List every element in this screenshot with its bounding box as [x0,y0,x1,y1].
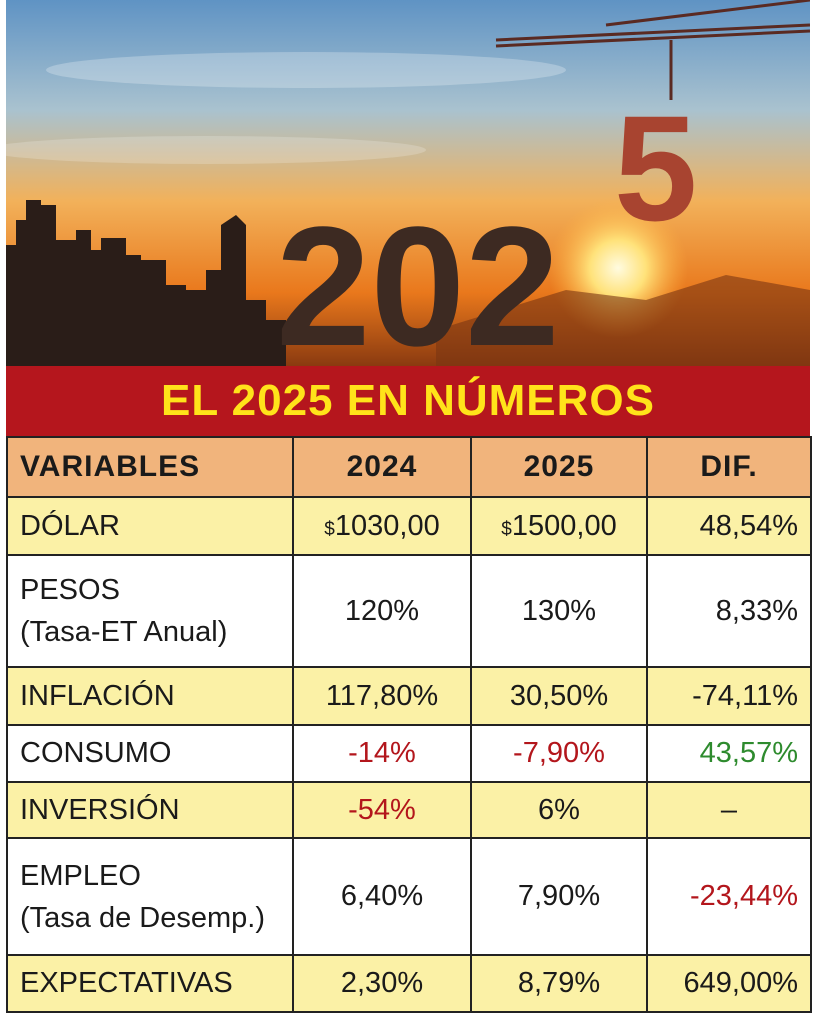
variable: DÓLAR [6,496,294,556]
variable: INVERSIÓN [6,781,294,839]
currency: $ [501,518,512,540]
variable: PESOS (Tasa-ET Anual) [6,554,294,668]
cell: 2,30% [292,954,472,1013]
cell: -23,44% [646,837,812,956]
headline-digit: 5 [614,84,697,252]
banner: EL 2025 EN NÚMEROS [6,366,810,436]
cell: 130% [470,554,648,668]
cell: 6,40% [292,837,472,956]
cell: 8,33% [646,554,812,668]
column-header: DIF. [646,436,812,498]
headline-number: 202 [276,192,560,366]
cell: 30,50% [470,666,648,726]
currency: $ [324,518,335,540]
cell: 649,00% [646,954,812,1013]
amount: 1500,00 [511,509,617,542]
cell: -14% [292,724,472,783]
table-row: EMPLEO (Tasa de Desemp.) 6,40% 7,90% -23,… [6,837,812,956]
table-row: PESOS (Tasa-ET Anual) 120% 130% 8,33% [6,554,812,668]
variable: EXPECTATIVAS [6,954,294,1013]
variable-name: EMPLEO [20,859,141,892]
amount: 1030,00 [334,509,440,542]
variable-note: (Tasa de Desemp.) [20,901,265,934]
cell: $1030,00 [292,496,472,556]
cell: 7,90% [470,837,648,956]
table-row: INVERSIÓN -54% 6% – [6,781,812,839]
table-row: DÓLAR $1030,00 $1500,00 48,54% [6,496,812,556]
cell: -7,90% [470,724,648,783]
header-image: 202 5 [6,0,810,366]
variable: INFLACIÓN [6,666,294,726]
cell: -74,11% [646,666,812,726]
cell: – [646,781,812,839]
table-row: INFLACIÓN 117,80% 30,50% -74,11% [6,666,812,726]
variable-name: PESOS [20,574,120,606]
variable: CONSUMO [6,724,294,783]
column-header: VARIABLES [6,436,294,498]
cell: 120% [292,554,472,668]
variable-note: (Tasa-ET Anual) [20,616,228,648]
table-row: CONSUMO -14% -7,90% 43,57% [6,724,812,783]
title: EL 2025 EN NÚMEROS [160,376,655,425]
cell: 117,80% [292,666,472,726]
cell: -54% [292,781,472,839]
cell: $1500,00 [470,496,648,556]
column-header: 2024 [292,436,472,498]
data-table: VARIABLES 2024 2025 DIF. DÓLAR $1030,00 … [6,436,812,1013]
variable: EMPLEO (Tasa de Desemp.) [6,837,294,956]
cell: 8,79% [470,954,648,1013]
cell: 6% [470,781,648,839]
cell: 43,57% [646,724,812,783]
column-header: 2025 [470,436,648,498]
table-row: EXPECTATIVAS 2,30% 8,79% 649,00% [6,954,812,1013]
cell: 48,54% [646,496,812,556]
header-row: VARIABLES 2024 2025 DIF. [6,436,812,498]
